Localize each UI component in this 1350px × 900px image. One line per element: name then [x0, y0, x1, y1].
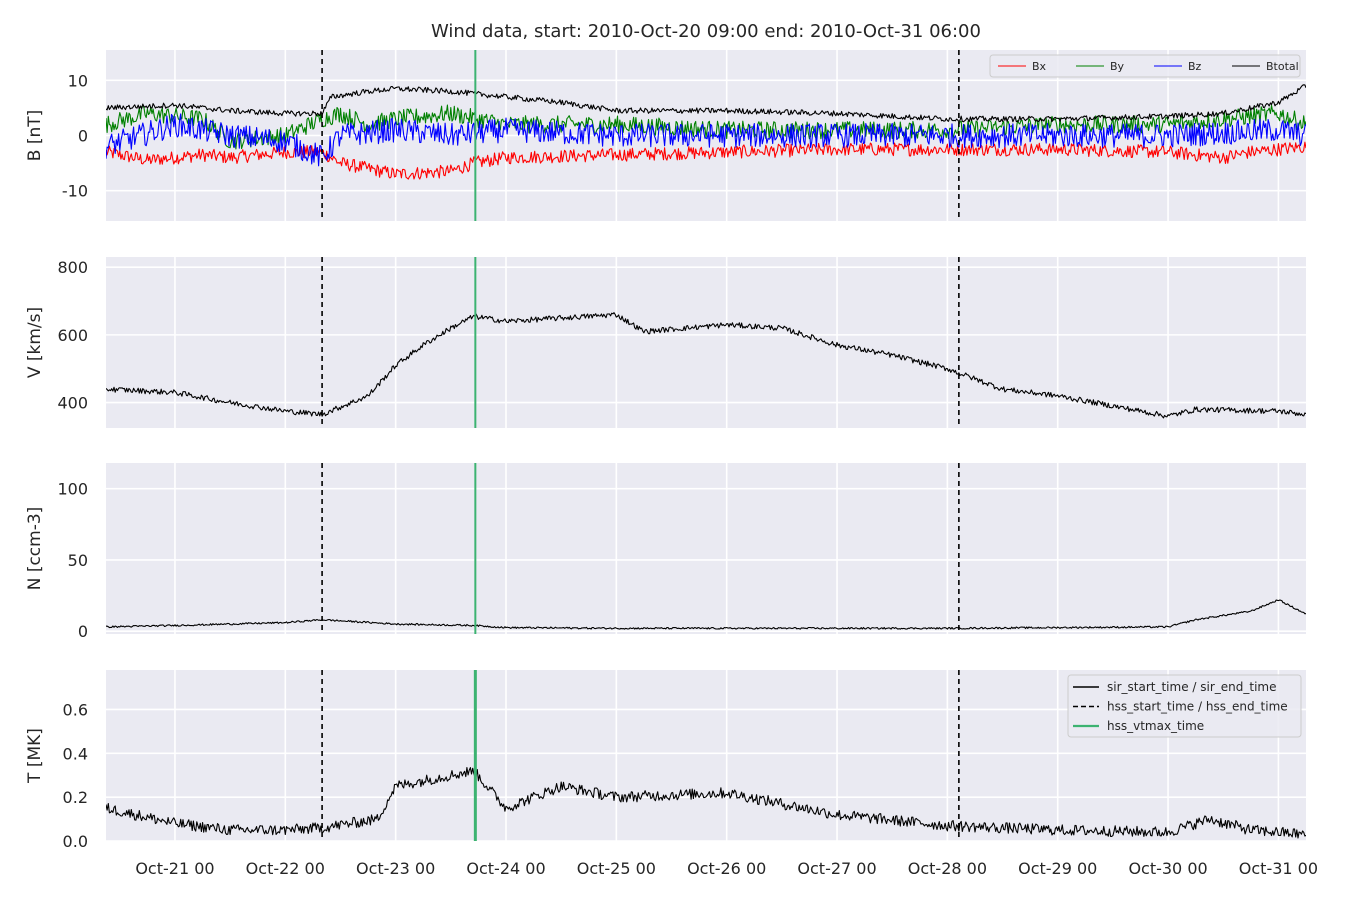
series-group: [106, 312, 1306, 419]
y-axis-label: V [km/s]: [25, 307, 45, 378]
y-tick-label: -10: [62, 182, 88, 201]
y-tick-label: 0.0: [63, 832, 88, 851]
series-line: [106, 312, 1306, 419]
panel-2: 0 50 100 N [ccm-3]: [25, 463, 1306, 641]
y-axis-label: T [MK]: [25, 728, 45, 784]
series-group: [106, 84, 1306, 180]
x-tick-label: Oct-23 00: [356, 859, 435, 878]
legend-frame: [989, 54, 1301, 78]
legend-label: By: [1110, 60, 1125, 73]
y-tick-label: 0.4: [63, 744, 88, 763]
y-tick-label: 100: [57, 480, 88, 499]
y-tick-label: 50: [68, 551, 88, 570]
x-tick-label: Oct-21 00: [135, 859, 214, 878]
legend-label: Bz: [1188, 60, 1202, 73]
x-tick-label: Oct-24 00: [466, 859, 545, 878]
x-tick-label: Oct-30 00: [1128, 859, 1207, 878]
x-tick-label: Oct-27 00: [797, 859, 876, 878]
series-line: [106, 599, 1306, 630]
series-group: [106, 767, 1306, 839]
y-tick-label: 0.2: [63, 788, 88, 807]
y-axis-label: N [ccm-3]: [25, 507, 45, 591]
y-tick-label: 10: [68, 71, 88, 90]
y-tick-label: 0: [78, 127, 88, 146]
x-tick-label: Oct-29 00: [1018, 859, 1097, 878]
panel-0: -10 0 10 B [nT] Bx By Bz Btotal: [25, 50, 1306, 221]
y-tick-label: 600: [57, 326, 88, 345]
legend-b: Bx By Bz Btotal: [989, 54, 1301, 78]
panel-3: 0.0 0.2 0.4 0.6 T [MK] sir_start_time / sir_e…: [25, 670, 1306, 851]
y-tick-label: 0.6: [63, 700, 88, 719]
plot-background: [106, 463, 1306, 634]
x-tick-label: Oct-31 00: [1239, 859, 1318, 878]
legend-label: Bx: [1032, 60, 1047, 73]
plot-background: [106, 257, 1306, 428]
series-line: [106, 767, 1306, 839]
series-line-btotal: [106, 84, 1306, 123]
x-tick-label: Oct-26 00: [687, 859, 766, 878]
legend-label: sir_start_time / sir_end_time: [1107, 680, 1277, 694]
legend-label: Btotal: [1266, 60, 1299, 73]
x-tick-label: Oct-22 00: [246, 859, 325, 878]
legend-events: sir_start_time / sir_end_time hss_start_t…: [1067, 674, 1302, 738]
x-tick-label: Oct-28 00: [908, 859, 987, 878]
y-axis-label: B [nT]: [25, 110, 45, 162]
x-axis-tick-labels: Oct-21 00 Oct-22 00 Oct-23 00 Oct-24 00 Oct-…: [135, 859, 1318, 878]
chart-panels: -10 0 10 B [nT] Bx By Bz Btotal 400 600 800 V [km/s…: [25, 50, 1306, 851]
series-line-bx: [106, 141, 1306, 180]
x-tick-label: Oct-25 00: [577, 859, 656, 878]
legend-label: hss_vtmax_time: [1107, 719, 1204, 733]
y-tick-label: 400: [57, 394, 88, 413]
series-line-bz: [106, 113, 1306, 167]
y-tick-label: 0: [78, 622, 88, 641]
chart-title: Wind data, start: 2010-Oct-20 09:00 end:…: [431, 21, 981, 42]
series-group: [106, 599, 1306, 630]
panel-1: 400 600 800 V [km/s]: [25, 257, 1306, 428]
legend-frame: [1067, 674, 1302, 738]
legend-label: hss_start_time / hss_end_time: [1107, 700, 1288, 714]
y-tick-label: 800: [57, 258, 88, 277]
